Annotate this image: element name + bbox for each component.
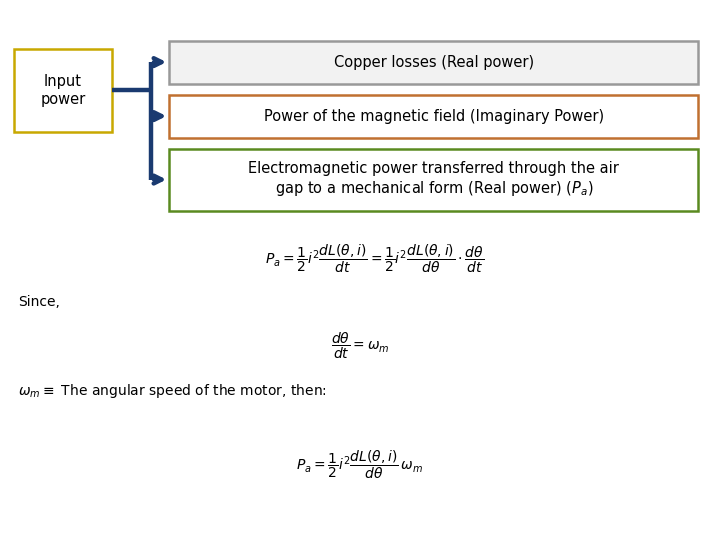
Text: $P_a = \dfrac{1}{2}i^2\dfrac{dL(\theta,i)}{d\theta}\,\omega_m$: $P_a = \dfrac{1}{2}i^2\dfrac{dL(\theta,i…	[297, 448, 423, 481]
Text: Input
power: Input power	[40, 74, 86, 106]
Text: Power of the magnetic field (Imaginary Power): Power of the magnetic field (Imaginary P…	[264, 109, 604, 124]
Text: $\omega_m \equiv$ The angular speed of the motor, then:: $\omega_m \equiv$ The angular speed of t…	[18, 382, 327, 401]
FancyBboxPatch shape	[169, 40, 698, 84]
Text: $\dfrac{d\theta}{dt} = \omega_m$: $\dfrac{d\theta}{dt} = \omega_m$	[330, 330, 390, 361]
Text: Copper losses (Real power): Copper losses (Real power)	[334, 55, 534, 70]
Text: Since,: Since,	[18, 295, 60, 309]
FancyBboxPatch shape	[14, 49, 112, 132]
Text: Electromagnetic power transferred through the air
gap to a mechanical form (Real: Electromagnetic power transferred throug…	[248, 161, 619, 198]
FancyBboxPatch shape	[169, 94, 698, 138]
Text: $P_a = \dfrac{1}{2}i^2\dfrac{dL(\theta,i)}{dt} = \dfrac{1}{2}i^2\dfrac{dL(\theta: $P_a = \dfrac{1}{2}i^2\dfrac{dL(\theta,i…	[265, 243, 484, 275]
FancyBboxPatch shape	[169, 148, 698, 211]
